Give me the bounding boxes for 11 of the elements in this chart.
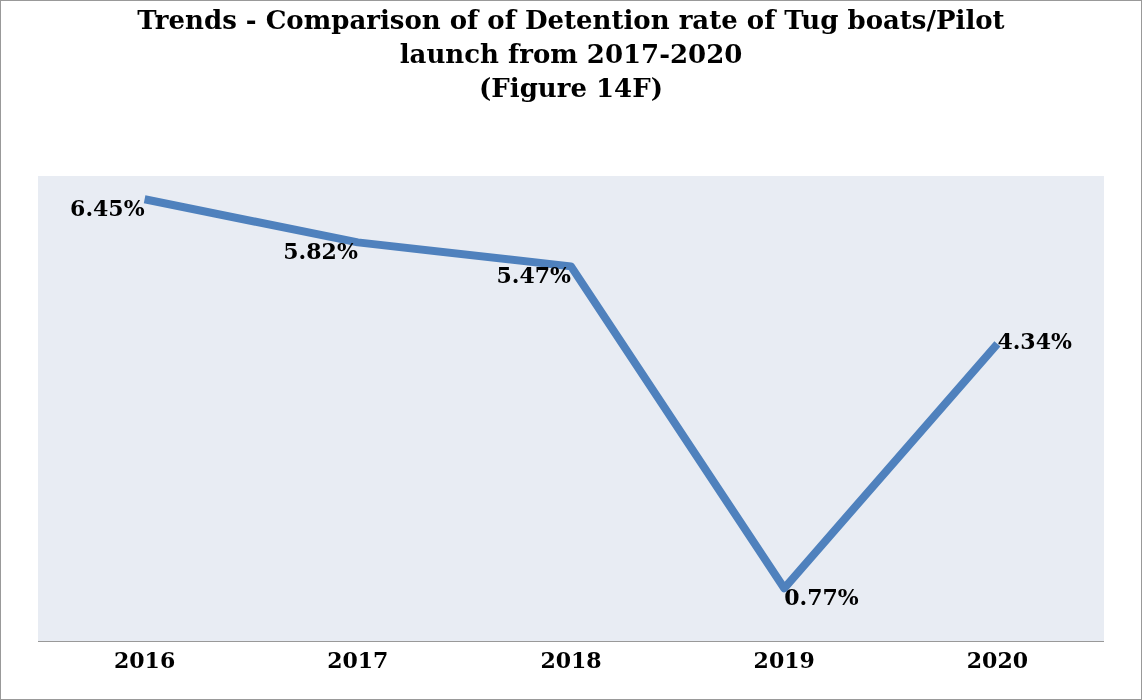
x-tick-label: 2020: [966, 647, 1029, 674]
x-tick-label: 2016: [113, 647, 176, 674]
x-tick-label: 2018: [540, 647, 602, 674]
chart-title: Trends - Comparison of of Detention rate of Tug boats/Pilot launch from 2017-2020 (Figure 14F): [137, 4, 1005, 103]
data-label: 0.77%: [784, 583, 859, 610]
x-tick-label: 2017: [327, 647, 389, 674]
data-label: 4.34%: [997, 328, 1072, 355]
data-label: 6.45%: [70, 194, 145, 221]
x-tick-label: 2019: [753, 647, 815, 674]
data-label: 5.82%: [283, 237, 358, 264]
data-label: 5.47%: [496, 261, 572, 288]
